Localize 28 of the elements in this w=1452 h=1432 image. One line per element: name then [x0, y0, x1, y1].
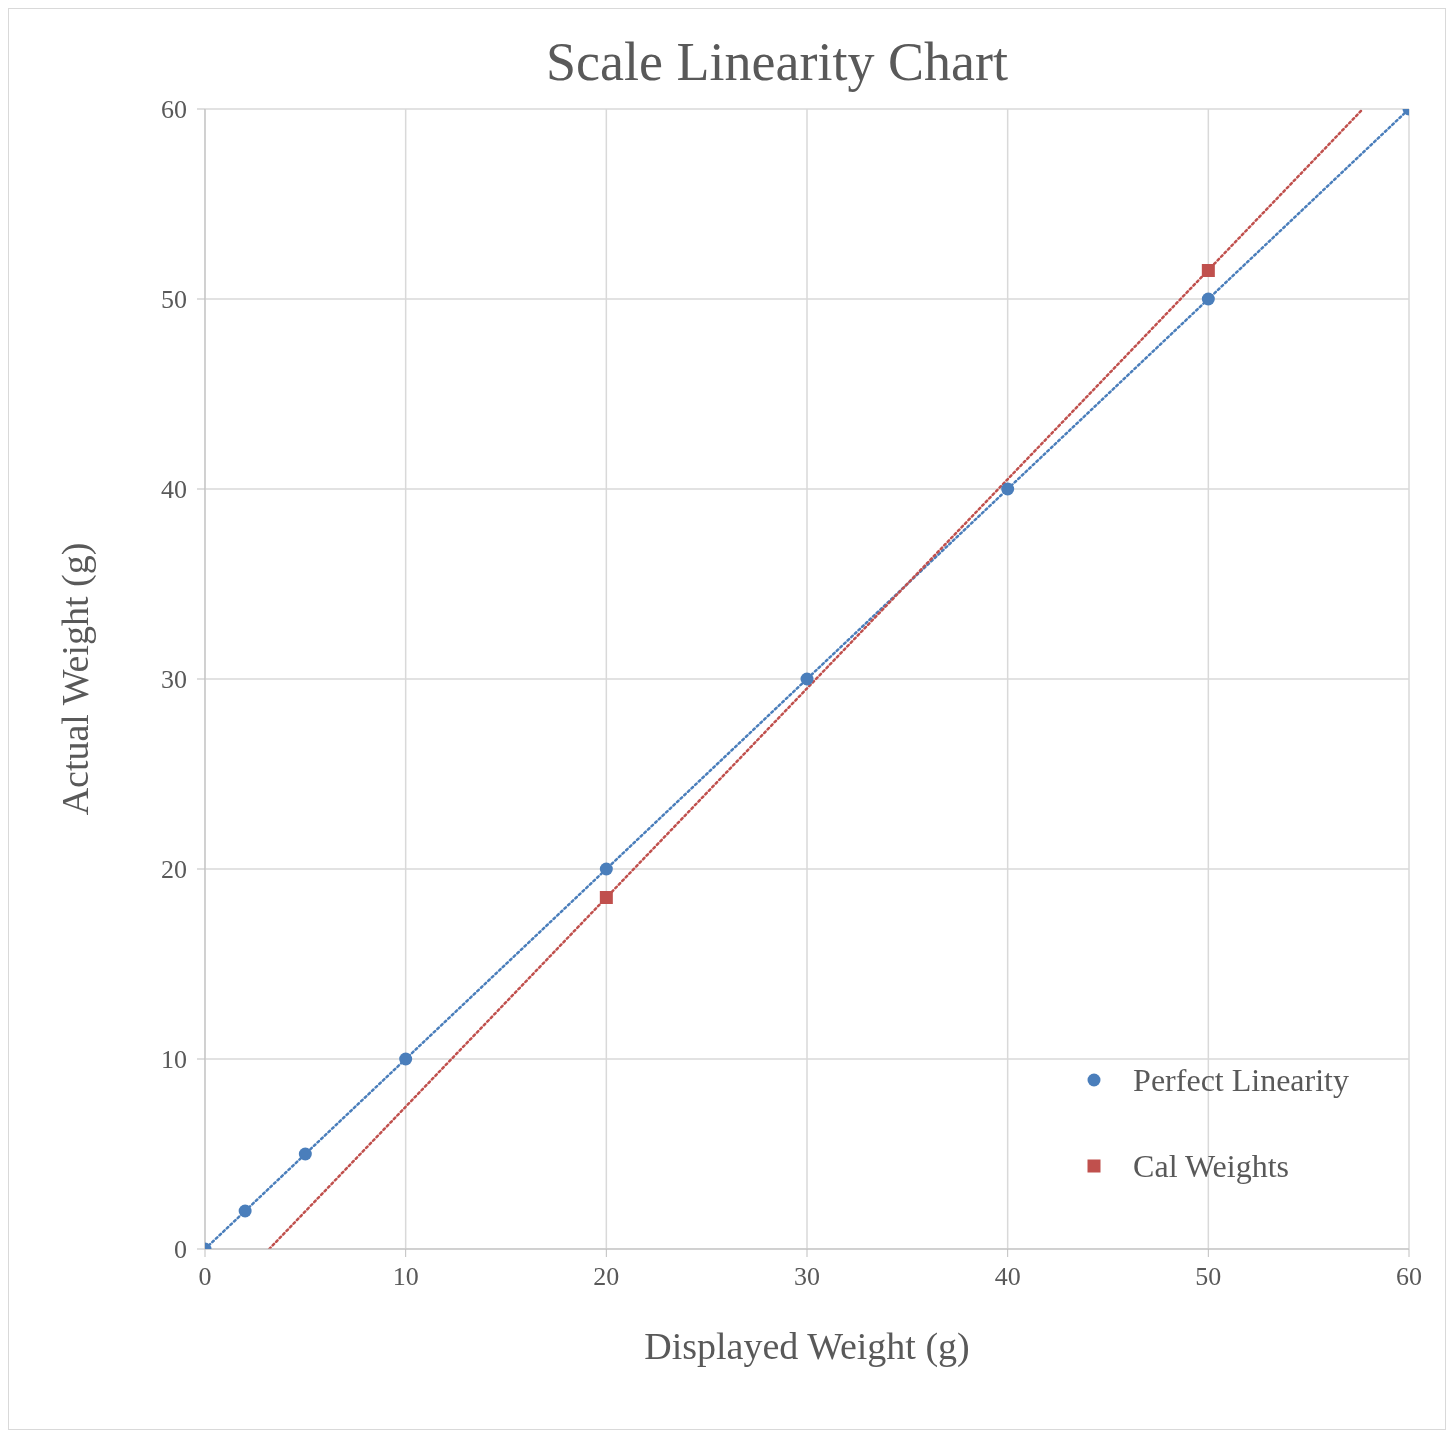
x-tick-label: 10 — [392, 1262, 419, 1292]
y-axis-title: Actual Weight (g) — [54, 542, 98, 816]
y-tick-label: 30 — [161, 665, 187, 695]
x-tick-label: 0 — [198, 1262, 212, 1292]
x-tick-label: 60 — [1396, 1262, 1422, 1292]
x-tick-label: 30 — [794, 1262, 820, 1292]
point — [399, 1052, 413, 1066]
x-tick-label: 50 — [1195, 1262, 1222, 1292]
point — [1001, 482, 1015, 496]
y-tick-label: 10 — [161, 1045, 187, 1075]
legend-label: Cal Weights — [1133, 1147, 1290, 1185]
y-tick-label: 20 — [161, 855, 187, 885]
y-tick-label: 60 — [161, 95, 187, 125]
x-tick-label: 20 — [593, 1262, 620, 1292]
point — [800, 672, 814, 686]
point — [1201, 264, 1215, 277]
point — [298, 1147, 312, 1161]
point — [1201, 292, 1215, 306]
x-axis-title: Displayed Weight (g) — [644, 1325, 970, 1368]
y-tick-label: 0 — [174, 1235, 187, 1265]
y-tick-label: 50 — [161, 285, 187, 315]
point — [238, 1204, 252, 1218]
x-tick-label: 40 — [994, 1262, 1021, 1292]
chart-title: Scale Linearity Chart — [545, 31, 1009, 93]
y-tick-label: 40 — [161, 475, 187, 505]
point — [599, 891, 613, 904]
point — [599, 862, 613, 876]
legend-label: Perfect Linearity — [1133, 1061, 1349, 1099]
